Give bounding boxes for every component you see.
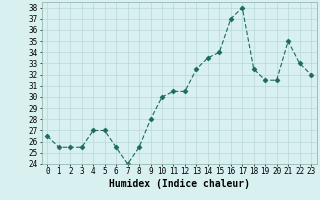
X-axis label: Humidex (Indice chaleur): Humidex (Indice chaleur) <box>109 179 250 189</box>
